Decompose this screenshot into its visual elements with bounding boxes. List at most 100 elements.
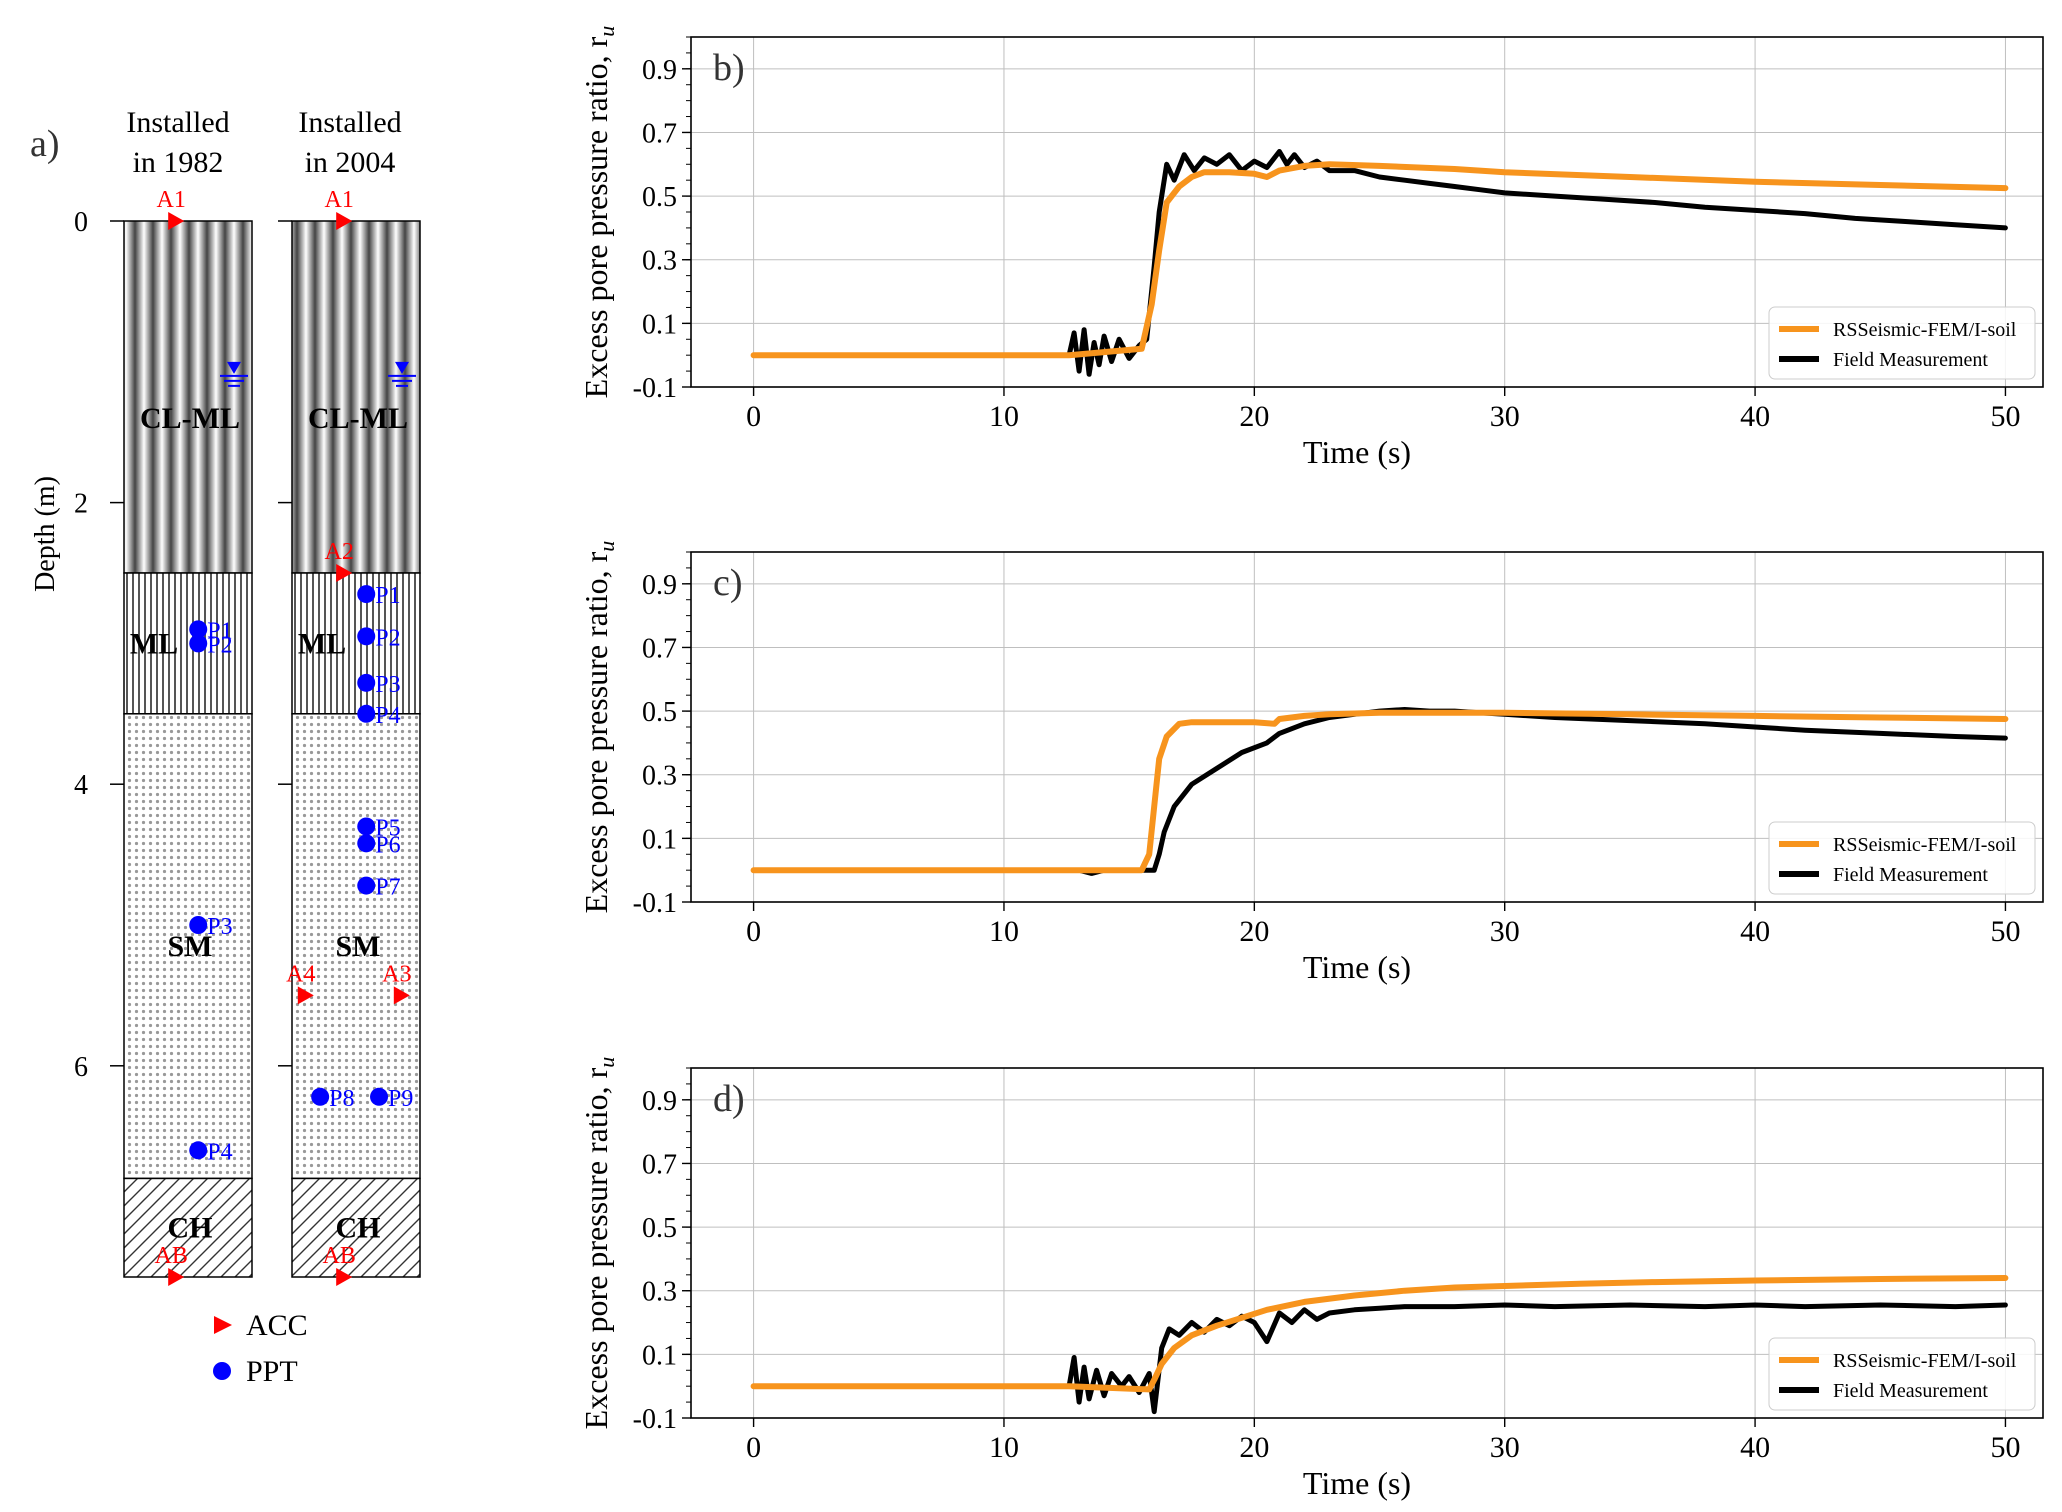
legend-acc-marker [214,1316,232,1334]
piezometer-marker [357,627,376,646]
accelerometer-marker [168,212,185,230]
y-tick-label: 0.7 [642,118,677,149]
x-tick-label: 50 [1990,400,2020,433]
x-axis-label: Time (s) [1303,949,1411,985]
piezometer-marker [189,620,208,639]
y-tick-label: 0.5 [642,1213,677,1244]
y-tick-label: 0.9 [642,55,677,86]
piezometer-marker [357,704,376,723]
column-title: in 2004 [305,146,396,179]
y-tick-label: 0.7 [642,633,677,664]
piezometer-label: P7 [375,875,400,901]
x-tick-label: 30 [1490,400,1520,433]
x-tick-label: 30 [1490,1431,1520,1464]
soil-layer-label: ML [298,627,346,660]
y-tick-label: -0.1 [633,1404,677,1435]
x-tick-label: 20 [1239,1431,1269,1464]
soil-layer-label: CL-ML [308,402,408,435]
column-title: Installed [298,106,401,139]
field-series-line [751,149,2008,377]
chart-legend: RSSeismic-FEM/I-soil Field Measurement [1768,821,2036,895]
piezometer-marker [189,1141,208,1160]
x-tick-label: 40 [1740,400,1770,433]
x-tick-label: 30 [1490,915,1520,948]
field-series-line [751,707,2008,876]
y-axis-label-text: Excess pore pressure ratio, r [578,551,614,913]
soil-layer-label: CH [336,1212,381,1245]
y-axis-label: Excess pore pressure ratio, ru [578,26,619,399]
y-tick-label: 0.3 [642,246,677,277]
chart-legend: RSSeismic-FEM/I-soil Field Measurement [1768,306,2036,380]
soil-layer-label: SM [168,930,213,963]
chart-panel: 0 10 20 30 40 50 -0.1 0.1 0.3 0.5 0.7 0.9 b) Time (s)… [578,26,2044,470]
y-axis-label-subscript: u [594,1057,619,1068]
x-tick-label: 10 [989,915,1019,948]
legend-label: PPT [246,1355,298,1388]
piezometer-marker [311,1087,330,1106]
soil-layer [291,1177,421,1278]
piezometer-marker [189,634,208,653]
x-tick-label: 10 [989,1431,1019,1464]
column-title: in 1982 [133,146,224,179]
piezometer-label: P5 [375,815,400,841]
legend-entry: Field Measurement [1833,864,1988,886]
depth-tick-label: 4 [74,770,88,801]
x-tick-label: 0 [746,400,761,433]
piezometer-marker [357,817,376,836]
soil-layer [123,713,253,1180]
piezometer-marker [357,876,376,895]
x-tick-label: 20 [1239,915,1269,948]
piezometer-label: P4 [375,703,400,729]
plot-frame [690,1067,2044,1419]
piezometer-label: P9 [388,1086,413,1112]
soil-layer-label: SM [336,930,381,963]
soil-layer [123,220,253,574]
chart-legend: RSSeismic-FEM/I-soil Field Measurement [1768,1337,2036,1411]
legend-entry: RSSeismic-FEM/I-soil [1833,834,2017,856]
accelerometer-label: A1 [157,187,186,213]
y-tick-label: 0.3 [642,1277,677,1308]
model-series-line [750,161,2009,359]
soil-layer [123,572,253,715]
panel-label: d) [713,1078,745,1120]
profile-panel-label: a) [30,123,60,165]
legend-entry: Field Measurement [1833,349,1988,371]
x-tick-label: 0 [746,1431,761,1464]
soil-layer [291,572,421,715]
profile-y-axis-label: Depth (m) [30,476,61,592]
y-tick-label: 0.1 [642,824,677,855]
model-series-line [750,709,2009,874]
accelerometer-marker [336,212,353,230]
y-axis-label-subscript: u [594,541,619,552]
pore-pressure-charts: 0 10 20 30 40 50 -0.1 0.1 0.3 0.5 0.7 0.9 b) Time (s)… [578,26,2044,1501]
y-tick-label: 0.5 [642,182,677,213]
depth-tick-label: 0 [74,207,88,238]
accelerometer-marker [336,1268,353,1286]
legend-box [1768,306,2036,380]
piezometer-marker [357,585,376,604]
y-tick-label: 0.9 [642,570,677,601]
legend-entry: RSSeismic-FEM/I-soil [1833,1350,2017,1372]
piezometer-label: P4 [207,1139,232,1165]
legend-box [1768,821,2036,895]
y-tick-label: 0.3 [642,761,677,792]
x-tick-label: 50 [1990,915,2020,948]
profile-column: Installed in 2004 CL-ML ML SM CH A1 A2 P1 P2 P3 P4 P… [286,106,421,1286]
piezometer-label: P2 [375,625,400,651]
piezometer-label: P1 [375,583,400,609]
soil-profile-panel: a) Depth (m) 0 2 4 6 Installed in 1982 CL-ML M… [30,106,421,1388]
piezometer-marker [189,916,208,934]
chart-panel: 0 10 20 30 40 50 -0.1 0.1 0.3 0.5 0.7 0.9 d) Time (s)… [578,1057,2044,1501]
panel-label: b) [713,47,745,89]
accelerometer-label: AB [323,1243,356,1269]
y-axis-label-text: Excess pore pressure ratio, r [578,1067,614,1429]
soil-layer-label: ML [130,627,178,660]
accelerometer-label: A2 [325,539,354,565]
accelerometer-marker [297,986,314,1005]
legend-entry: RSSeismic-FEM/I-soil [1833,319,2017,341]
model-series-line [750,1275,2009,1393]
soil-layer [291,220,421,574]
x-axis-label: Time (s) [1303,1465,1411,1501]
